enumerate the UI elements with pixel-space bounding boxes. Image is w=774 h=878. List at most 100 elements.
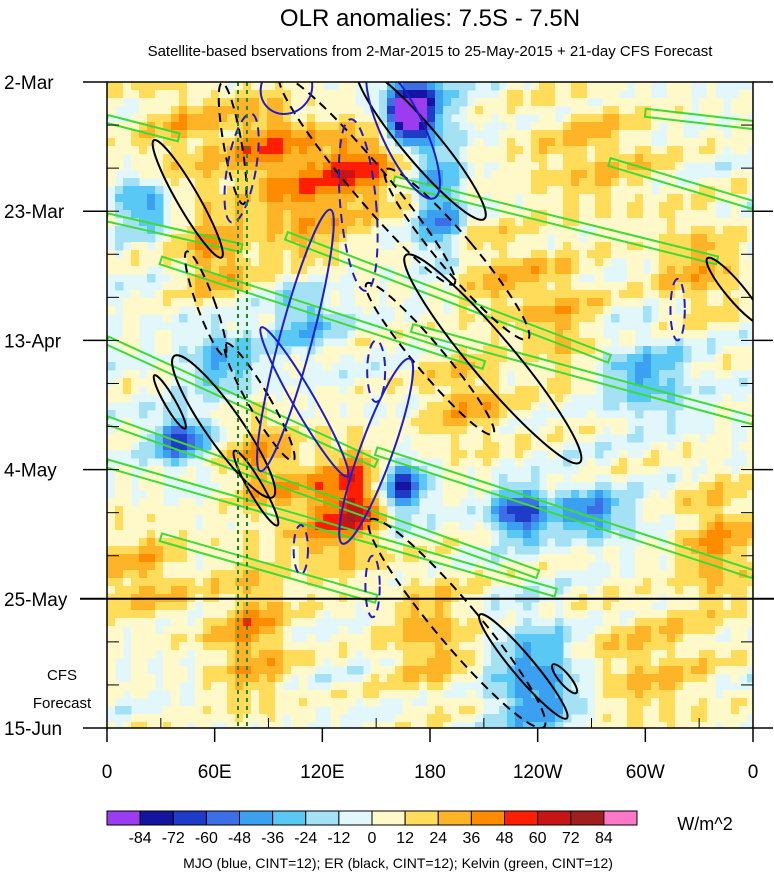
heat-cell [339,426,348,435]
heat-cell [731,546,740,555]
heat-cell [691,226,700,235]
heat-cell [139,202,148,211]
heat-cell [467,458,476,467]
heat-cell [427,426,436,435]
heat-cell [483,330,492,339]
heat-cell [667,266,676,275]
heat-cell [595,90,604,99]
heat-cell [731,626,740,635]
heat-cell [579,642,588,651]
heat-cell [707,466,716,475]
heat-cell [467,642,476,651]
heat-cell [499,298,508,307]
heat-cell [115,378,124,387]
heat-cell [179,90,188,99]
heat-cell [163,650,172,659]
heat-cell [195,250,204,259]
heat-cell [339,642,348,651]
heat-cell [259,106,268,115]
heat-cell [451,618,460,627]
heat-cell [411,650,420,659]
heat-cell [579,314,588,323]
heat-cell [451,258,460,267]
heat-cell [163,362,172,371]
heat-cell [603,418,612,427]
heat-cell [627,602,636,611]
heat-cell [227,514,236,523]
heat-cell [387,290,396,299]
heat-cell [211,338,220,347]
heat-cell [731,322,740,331]
heat-cell [283,130,292,139]
heat-cell [595,426,604,435]
heat-cell [643,642,652,651]
heat-cell [747,410,753,419]
heat-cell [195,354,204,363]
heat-cell [643,682,652,691]
heat-cell [355,194,364,203]
heat-cell [163,266,172,275]
heat-cell [459,450,468,459]
heat-cell [459,610,468,619]
heat-cell [387,482,396,491]
heat-cell [539,154,548,163]
heat-cell [291,106,300,115]
heat-cell [547,650,556,659]
heat-cell [619,674,628,683]
heat-cell [211,610,220,619]
heat-cell [443,642,452,651]
heat-cell [379,458,388,467]
heat-cell [523,546,532,555]
heat-cell [131,514,140,523]
heat-cell [155,482,164,491]
heat-cell [139,530,148,539]
heat-cell [259,122,268,131]
heat-cell [323,642,332,651]
heat-cell [195,674,204,683]
heat-cell [411,418,420,427]
heat-cell [267,642,276,651]
heat-cell [563,250,572,259]
heat-cell [595,242,604,251]
heat-cell [715,466,724,475]
heat-cell [483,530,492,539]
heat-cell [203,114,212,123]
heat-cell [243,226,252,235]
heat-cell [563,378,572,387]
heat-cell [699,274,708,283]
heat-cell [355,450,364,459]
heat-cell [515,546,524,555]
heat-cell [651,682,660,691]
heat-cell [163,314,172,323]
heat-cell [507,130,516,139]
heat-cell [491,418,500,427]
heat-cell [299,194,308,203]
heat-cell [179,402,188,411]
heat-cell [643,602,652,611]
heat-cell [187,554,196,563]
heat-cell [683,218,692,227]
heat-cell [235,178,244,187]
heat-cell [267,314,276,323]
heat-cell [331,386,340,395]
heat-cell [499,658,508,667]
heat-cell [379,506,388,515]
heat-cell [531,434,540,443]
heat-cell [379,426,388,435]
heat-cell [235,210,244,219]
heat-cell [291,290,300,299]
heat-cell [291,506,300,515]
heat-cell [203,634,212,643]
heat-cell [571,186,580,195]
heat-cell [267,122,276,131]
heat-cell [171,658,180,667]
heat-cell [667,450,676,459]
heat-cell [627,138,636,147]
heat-cell [171,234,180,243]
heat-cell [283,610,292,619]
heat-cell [331,274,340,283]
heat-cell [171,546,180,555]
heat-cell [723,226,732,235]
heat-cell [227,410,236,419]
heat-cell [643,250,652,259]
